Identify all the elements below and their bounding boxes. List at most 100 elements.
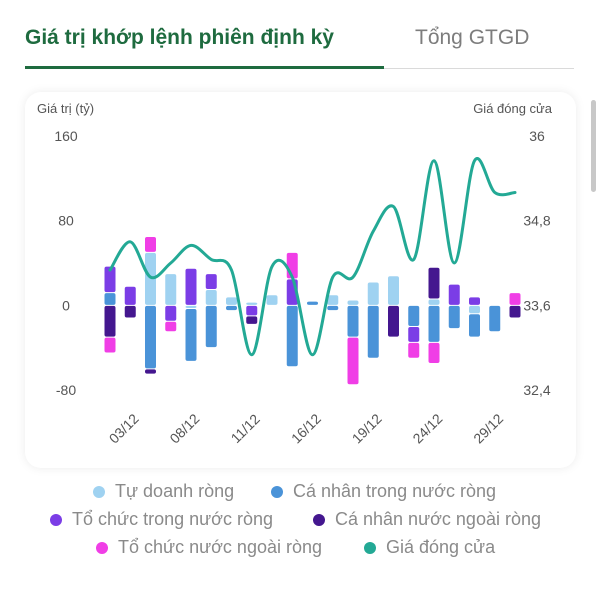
- bar-tu_doanh: [226, 297, 237, 305]
- bar-to_chuc_trong_nuoc: [246, 305, 258, 316]
- bar-tu_doanh: [185, 305, 197, 309]
- legend-item-ca-nhan-nuoc-ngoai[interactable]: Cá nhân nước ngoài ròng: [313, 509, 541, 530]
- bar-ca_nhan_trong_nuoc: [226, 305, 237, 311]
- bar-tu_doanh: [266, 295, 278, 305]
- legend-label-to-chuc-trong-nuoc: Tổ chức trong nước ròng: [72, 509, 273, 529]
- bar-ca_nhan_trong_nuoc: [347, 305, 359, 337]
- bar-tu_doanh: [428, 299, 440, 305]
- bar-ca_nhan_trong_nuoc: [327, 305, 339, 311]
- tab-bar: Giá trị khớp lệnh phiên định kỳ Tổng GTG…: [0, 0, 600, 72]
- bar-ca_nhan_trong_nuoc: [145, 305, 156, 369]
- y-left-tick-label: 0: [62, 297, 70, 313]
- bar-ca_nhan_trong_nuoc: [185, 309, 197, 361]
- x-tick-label: 24/12: [409, 410, 445, 446]
- legend-item-to-chuc-trong-nuoc[interactable]: Tổ chức trong nước ròng: [50, 509, 273, 530]
- legend-marker-to-chuc-nuoc-ngoai: [96, 541, 108, 554]
- legend-item-to-chuc-nuoc-ngoai[interactable]: Tổ chức nước ngoài ròng: [96, 537, 322, 558]
- legend-label-tu-doanh: Tự doanh ròng: [115, 481, 235, 501]
- bar-ca_nhan_trong_nuoc: [408, 305, 420, 326]
- x-tick-label: 29/12: [470, 410, 506, 446]
- y-left-tick-label: -80: [56, 382, 76, 398]
- y-right-tick-label: 32,4: [523, 382, 550, 398]
- bar-to_chuc_trong_nuoc: [469, 297, 480, 305]
- combo-chart: Giá trị (tỷ) Giá đóng cửa 160 80 0 -80 36 34…: [37, 101, 553, 447]
- line-series-group: [108, 156, 517, 357]
- bar-ca_nhan_nuoc_ngoai: [124, 305, 136, 318]
- y-left-tick-label: 80: [58, 213, 74, 229]
- y-axis-left-ticks: 160 80 0 -80: [54, 128, 78, 398]
- bar-tu_doanh: [165, 274, 177, 305]
- bar-ca_nhan_trong_nuoc: [448, 305, 460, 329]
- bar-to_chuc_nuoc_ngoai: [104, 337, 116, 353]
- legend-label-ca-nhan-trong-nuoc: Cá nhân trong nước ròng: [293, 481, 496, 501]
- legend-marker-to-chuc-trong-nuoc: [50, 513, 62, 526]
- y-axis-left-label: Giá trị (tỷ): [37, 101, 94, 116]
- bar-tu_doanh: [246, 302, 258, 305]
- bar-ca_nhan_trong_nuoc: [286, 305, 298, 367]
- tab-gia-tri-khop-lenh[interactable]: Giá trị khớp lệnh phiên định kỳ: [25, 26, 334, 49]
- y-right-tick-label: 36: [529, 128, 545, 144]
- legend-item-gia-dong-cua[interactable]: Giá đóng cửa: [364, 537, 495, 558]
- bar-ca_nhan_trong_nuoc: [489, 305, 501, 332]
- bar-ca_nhan_trong_nuoc: [367, 305, 379, 358]
- y-left-tick-label: 160: [54, 128, 78, 144]
- bar-to_chuc_trong_nuoc: [165, 305, 177, 321]
- chart-legend: Tự doanh ròng Cá nhân trong nước ròng Tổ…: [0, 478, 600, 578]
- chart-card: Giá trị (tỷ) Giá đóng cửa 160 80 0 -80 36 34…: [25, 92, 576, 468]
- bar-tu_doanh: [347, 300, 359, 305]
- legend-marker-tu-doanh: [93, 485, 105, 498]
- y-right-tick-label: 34,8: [523, 213, 550, 229]
- legend-label-gia-dong-cua: Giá đóng cửa: [386, 537, 496, 557]
- bar-tu_doanh: [388, 276, 399, 305]
- bar-to_chuc_nuoc_ngoai: [408, 342, 420, 358]
- bar-ca_nhan_trong_nuoc: [205, 305, 217, 348]
- bar-ca_nhan_nuoc_ngoai: [246, 316, 258, 324]
- bar-tu_doanh: [205, 289, 217, 305]
- legend-marker-ca-nhan-trong-nuoc: [271, 485, 283, 498]
- bar-ca_nhan_trong_nuoc: [307, 301, 318, 305]
- active-tab-indicator: [25, 66, 384, 69]
- bar-ca_nhan_trong_nuoc: [104, 293, 116, 305]
- bar-ca_nhan_nuoc_ngoai: [509, 305, 521, 318]
- bar-series-group: [104, 237, 521, 385]
- bar-to_chuc_nuoc_ngoai: [145, 237, 156, 252]
- bar-to_chuc_trong_nuoc: [104, 266, 116, 293]
- bar-tu_doanh: [327, 295, 339, 305]
- y-right-tick-label: 33,6: [523, 297, 550, 313]
- y-axis-right-label: Giá đóng cửa: [473, 101, 553, 116]
- bar-ca_nhan_nuoc_ngoai: [104, 305, 116, 337]
- x-tick-label: 08/12: [166, 410, 202, 446]
- bar-tu_doanh: [367, 282, 379, 305]
- bar-to_chuc_trong_nuoc: [448, 284, 460, 305]
- legend-item-ca-nhan-trong-nuoc[interactable]: Cá nhân trong nước ròng: [271, 481, 496, 502]
- bar-to_chuc_nuoc_ngoai: [509, 293, 521, 305]
- legend-label-ca-nhan-nuoc-ngoai: Cá nhân nước ngoài ròng: [335, 509, 541, 529]
- x-tick-label: 19/12: [349, 410, 385, 446]
- bar-tu_doanh: [469, 305, 480, 314]
- tab-tong-gtgd[interactable]: Tổng GTGD: [415, 26, 530, 49]
- bar-to_chuc_nuoc_ngoai: [428, 342, 440, 364]
- bar-to_chuc_trong_nuoc: [205, 274, 217, 289]
- tab-divider: [384, 68, 574, 69]
- bar-ca_nhan_trong_nuoc: [469, 314, 480, 337]
- bar-ca_nhan_nuoc_ngoai: [388, 305, 399, 337]
- legend-marker-ca-nhan-nuoc-ngoai: [313, 513, 325, 526]
- scrollbar[interactable]: [591, 100, 596, 192]
- x-axis-ticks: 03/12 08/12 11/12 16/12 19/12 24/12 29/12: [106, 410, 507, 446]
- legend-marker-gia-dong-cua: [364, 541, 376, 554]
- bar-ca_nhan_nuoc_ngoai: [145, 369, 156, 374]
- x-tick-label: 03/12: [106, 410, 142, 446]
- line-gia-dong-cua: [108, 156, 517, 357]
- bar-to_chuc_trong_nuoc: [185, 268, 197, 305]
- x-tick-label: 11/12: [228, 411, 264, 447]
- bar-to_chuc_trong_nuoc: [408, 327, 420, 342]
- bar-to_chuc_nuoc_ngoai: [165, 321, 177, 332]
- legend-item-tu-doanh[interactable]: Tự doanh ròng: [93, 481, 234, 502]
- bar-ca_nhan_nuoc_ngoai: [428, 267, 440, 299]
- x-tick-label: 16/12: [288, 410, 324, 446]
- bar-to_chuc_trong_nuoc: [124, 286, 136, 305]
- bar-ca_nhan_trong_nuoc: [428, 305, 440, 342]
- y-axis-right-ticks: 36 34,8 33,6 32,4: [523, 128, 550, 398]
- bar-to_chuc_nuoc_ngoai: [347, 337, 359, 385]
- legend-label-to-chuc-nuoc-ngoai: Tổ chức nước ngoài ròng: [118, 537, 323, 557]
